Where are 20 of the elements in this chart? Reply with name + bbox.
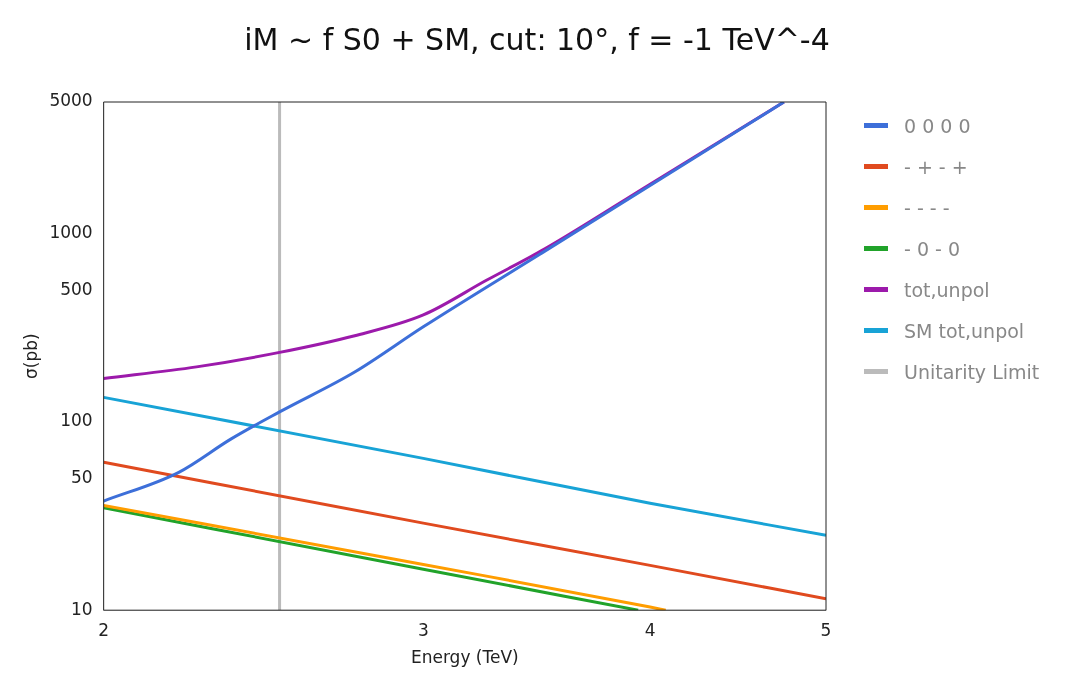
legend-label: SM tot,unpol xyxy=(904,319,1025,342)
x-axis-title: Energy (TeV) xyxy=(410,647,519,668)
legend-label: Unitarity Limit xyxy=(904,360,1040,383)
y-axis-title: σ(pb) xyxy=(20,333,41,379)
y-tick-label: 5000 xyxy=(49,90,93,111)
x-tick-label: 4 xyxy=(644,619,656,640)
y-tick-label: 500 xyxy=(60,278,93,299)
legend-label: - - - - xyxy=(904,196,950,219)
x-tick-label: 2 xyxy=(98,619,110,640)
y-tick-label: 50 xyxy=(71,467,93,488)
legend-label: tot,unpol xyxy=(904,278,990,301)
y-tick-label: 10 xyxy=(71,598,93,619)
chart-title: iM ~ f S0 + SM, cut: 10°, f = -1 TeV^-4 xyxy=(243,22,831,57)
legend-label: - 0 - 0 xyxy=(904,237,961,260)
legend-label: 0 0 0 0 xyxy=(904,114,971,137)
x-tick-label: 5 xyxy=(820,619,832,640)
legend-label: - + - + xyxy=(904,155,968,178)
y-tick-label: 100 xyxy=(60,410,93,431)
x-tick-label: 3 xyxy=(417,619,429,640)
y-tick-label: 1000 xyxy=(49,222,93,243)
